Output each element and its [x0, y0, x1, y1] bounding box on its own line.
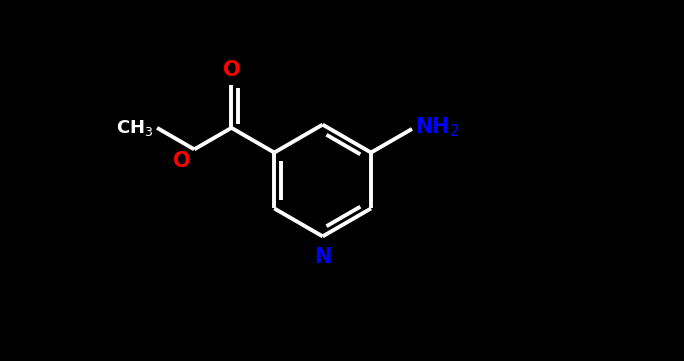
Text: O: O [173, 152, 191, 171]
Text: CH$_3$: CH$_3$ [116, 118, 154, 138]
Text: O: O [223, 60, 240, 80]
Text: NH$_2$: NH$_2$ [415, 115, 460, 139]
Text: N: N [314, 247, 331, 267]
